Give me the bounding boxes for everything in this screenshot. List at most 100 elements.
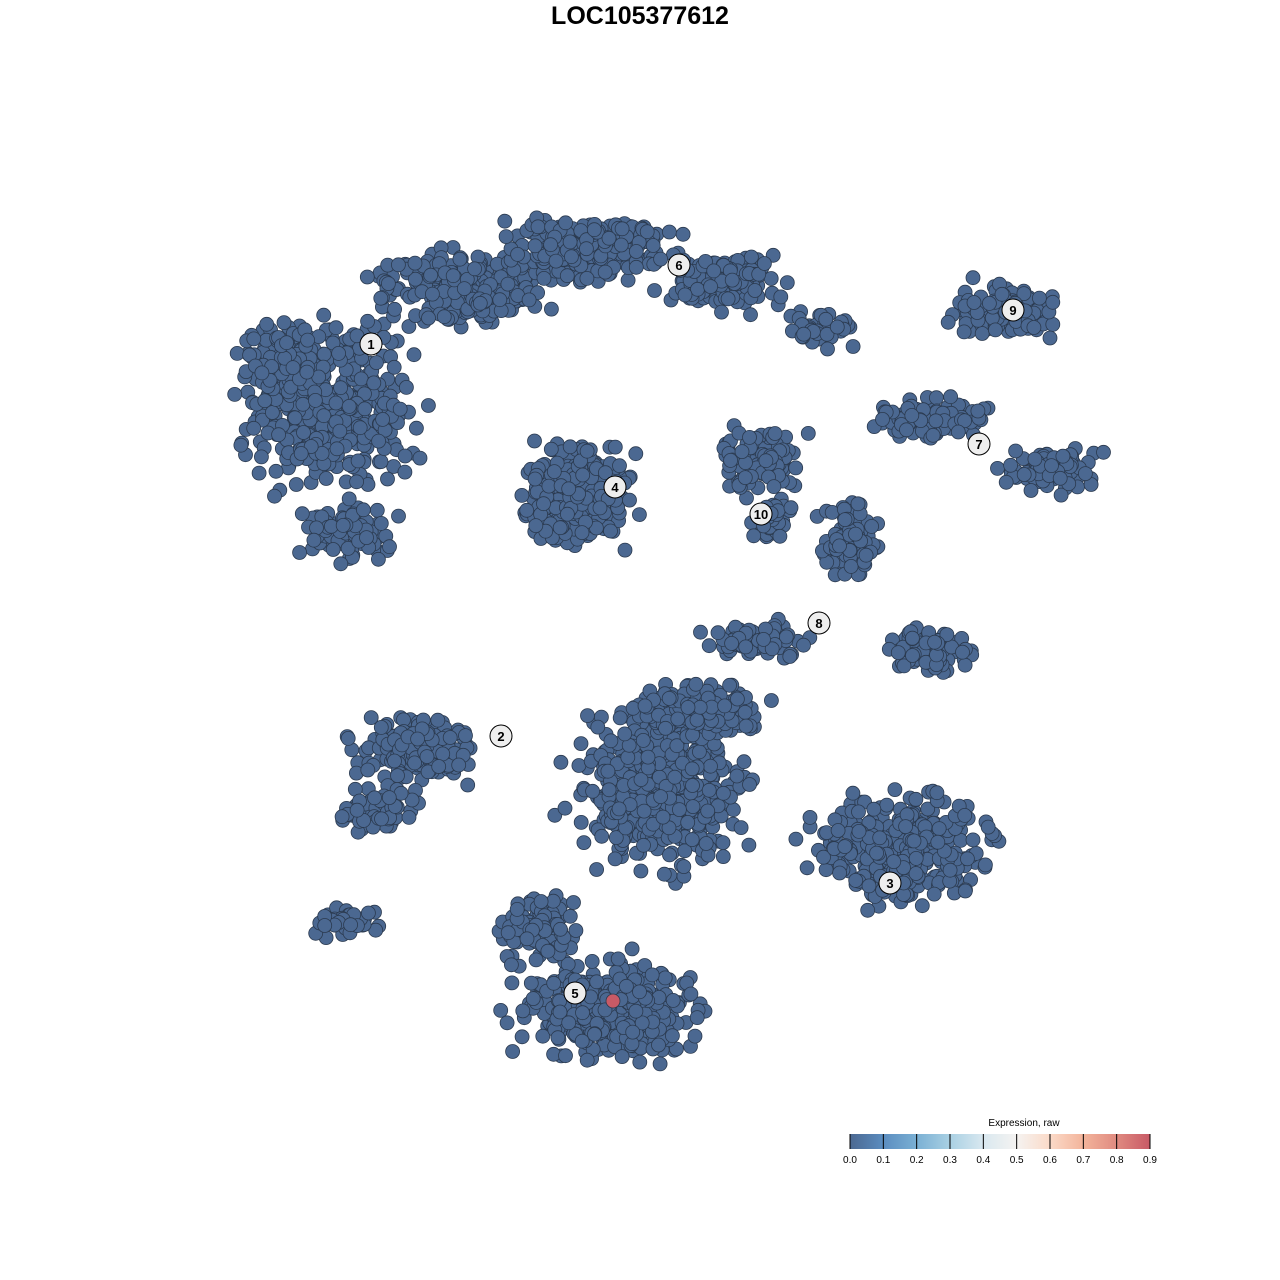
data-point [676,859,692,874]
data-point [359,269,375,285]
data-point [943,389,958,405]
data-point [597,264,613,280]
data-point [514,1029,530,1045]
data-point [349,802,365,818]
data-point [575,467,591,483]
data-point [546,464,562,480]
data-point [1008,443,1023,459]
data-point [982,295,997,311]
data-point [899,422,914,438]
data-point [407,255,423,271]
data-point [558,215,573,231]
data-point [832,538,847,554]
data-point [419,749,435,764]
data-point [703,279,718,295]
data-point [690,281,705,297]
data-point [635,733,651,748]
data-point [594,828,610,844]
data-point [328,320,344,336]
data-point [587,1026,602,1042]
data-point [603,523,618,539]
data-point [492,292,508,308]
data-point [734,444,750,460]
cluster-label: 3 [878,871,902,895]
data-point [259,316,275,332]
cluster-label-text: 3 [886,876,893,891]
data-point [332,423,348,439]
data-point [316,408,332,424]
data-point [406,347,422,363]
data-point [390,257,406,273]
data-point [527,238,543,254]
data-point [540,943,556,959]
data-point [832,865,847,881]
data-point [579,270,595,286]
data-point [451,757,467,773]
data-point [373,454,389,470]
data-point [820,341,835,357]
data-point [662,224,677,240]
data-point [620,272,636,288]
data-point [974,326,990,341]
data-point [456,281,472,297]
data-point [519,931,535,947]
data-point [758,453,774,469]
data-point [401,319,417,334]
cluster-label: 6 [667,253,691,277]
cluster-label-text: 10 [754,507,768,522]
data-point [636,837,651,853]
colorbar-tick-label: 0.0 [843,1155,857,1166]
data-point [373,516,389,531]
data-point [738,718,754,734]
data-point [622,492,637,508]
data-point [504,975,520,991]
data-point [879,797,895,813]
data-point [680,700,696,715]
data-point [267,488,282,504]
data-point [942,862,958,878]
data-point [990,460,1005,476]
data-point [442,730,458,745]
data-point [685,799,701,814]
data-point [498,229,514,245]
data-point [1027,451,1043,467]
data-point [929,390,944,406]
data-point [624,941,640,957]
data-point [295,396,311,412]
data-point [300,332,316,348]
data-point [397,448,413,464]
data-point [940,314,956,330]
colorbar-tick-label: 0.9 [1143,1155,1157,1166]
data-point [380,276,396,292]
data-point [421,310,436,326]
data-point [1055,448,1071,464]
data-point [299,364,315,380]
data-point [653,251,668,267]
colorbar-tick-label: 0.6 [1043,1155,1057,1166]
data-point [527,433,542,449]
data-point [764,693,779,708]
data-point [700,803,716,819]
data-point [637,698,653,714]
data-point [1096,444,1111,460]
cluster-label: 8 [807,611,831,635]
data-point [575,1005,590,1021]
data-point [956,324,972,340]
data-point [509,902,525,917]
data-point [589,862,604,877]
data-point [965,270,981,286]
data-point [656,866,672,882]
data-point [251,465,267,481]
data-point [521,292,537,308]
data-point [706,263,722,279]
data-point [957,657,973,673]
data-point [683,986,699,1002]
data-point [685,778,700,793]
data-point [560,506,575,522]
data-point [715,849,731,864]
data-point [782,649,798,664]
data-point [714,304,729,320]
data-point [657,970,673,986]
chart-title: LOC105377612 [551,2,729,30]
